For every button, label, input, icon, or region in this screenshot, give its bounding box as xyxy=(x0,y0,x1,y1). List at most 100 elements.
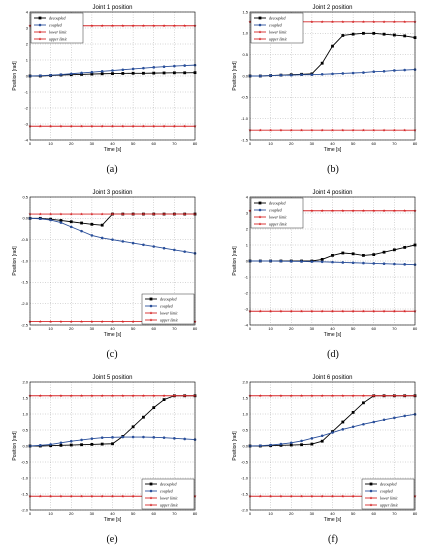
x-axis-label: Time [s] xyxy=(104,147,122,153)
data-point xyxy=(162,24,166,28)
legend-marker xyxy=(258,23,262,27)
legend-marker xyxy=(258,16,262,20)
panel-6: 0 10 20 30 40 50 60 70 80 -2.0 -1.5 -1.0 -0.5 0.0 0.5 1… xyxy=(232,375,418,545)
y-tick-label: -1.0 xyxy=(21,475,29,480)
data-point xyxy=(310,394,314,398)
y-tick-label: 0.0 xyxy=(22,443,28,448)
data-point xyxy=(59,441,63,445)
legend-entry: decoupled xyxy=(254,15,286,20)
data-point xyxy=(269,494,273,498)
data-point xyxy=(100,394,104,398)
legend-marker xyxy=(38,23,42,27)
legend-marker xyxy=(149,496,153,500)
legend-marker xyxy=(149,311,153,315)
data-point xyxy=(269,128,273,132)
data-point xyxy=(162,71,166,75)
data-point xyxy=(300,260,303,263)
data-point xyxy=(279,73,283,77)
data-point xyxy=(403,414,406,418)
plot-frame xyxy=(29,381,196,511)
legend-marker xyxy=(38,30,42,34)
x-tick-label: 40 xyxy=(110,141,115,146)
legend-entry: decoupled xyxy=(254,200,286,205)
legend-label: coupled xyxy=(160,488,174,493)
y-tick-label: 2 xyxy=(246,226,249,231)
data-point xyxy=(392,20,396,24)
legend-label: coupled xyxy=(269,207,283,212)
x-tick-label: 10 xyxy=(268,141,273,146)
x-tick-label: 0 xyxy=(249,511,252,516)
data-point xyxy=(111,72,114,75)
data-point xyxy=(259,444,262,447)
data-point xyxy=(341,20,345,24)
y-axis-label: Position [rad] xyxy=(12,431,18,461)
y-tick-label: 4 xyxy=(246,194,249,199)
x-tick-label: 80 xyxy=(193,326,198,331)
x-tick-label: 60 xyxy=(372,141,377,146)
panel-4: 0 10 20 30 40 50 60 70 80 -4 -3 -2 -1 0 1 2 3 4 Joint 4 po… xyxy=(232,190,418,360)
x-tick-label: 70 xyxy=(392,141,397,146)
data-point xyxy=(341,420,345,424)
data-point xyxy=(351,252,355,256)
data-point xyxy=(80,494,84,498)
data-point xyxy=(59,443,63,447)
x-tick-label: 0 xyxy=(29,326,32,331)
data-point xyxy=(152,406,156,409)
data-point xyxy=(152,436,156,439)
data-point xyxy=(141,394,145,398)
x-tick-label: 0 xyxy=(29,511,32,516)
y-axis-label: Position [rad] xyxy=(232,431,238,461)
plot-frame xyxy=(249,11,416,141)
panel-caption: (c) xyxy=(106,349,117,360)
x-tick-label: 50 xyxy=(351,141,356,146)
data-point xyxy=(330,209,335,213)
data-point xyxy=(172,394,176,398)
data-point xyxy=(80,124,84,128)
chart-title: Joint 3 position xyxy=(92,190,132,196)
data-point xyxy=(320,394,324,398)
y-tick-label: -2.5 xyxy=(21,322,29,327)
data-point xyxy=(100,494,104,498)
data-point xyxy=(80,394,84,398)
data-point xyxy=(341,128,345,132)
data-point xyxy=(69,443,73,447)
legend-entry: decoupled xyxy=(145,481,177,486)
data-point xyxy=(372,20,376,24)
legend-label: lower limit xyxy=(160,310,178,315)
data-point xyxy=(90,72,94,76)
legend-marker xyxy=(258,208,262,212)
data-point xyxy=(351,411,355,414)
data-point xyxy=(392,209,396,213)
data-point xyxy=(403,128,407,132)
data-point xyxy=(393,262,396,266)
legend-marker xyxy=(258,37,262,41)
data-point xyxy=(300,128,304,132)
legend-entry: upper limit xyxy=(254,221,288,226)
data-point xyxy=(310,73,314,77)
data-point xyxy=(341,261,345,264)
legend: decoupled coupled lower limit upper limit xyxy=(141,293,195,325)
data-point xyxy=(49,494,53,498)
data-point xyxy=(69,439,73,443)
x-tick-label: 60 xyxy=(152,511,157,516)
data-point xyxy=(351,32,355,36)
data-point xyxy=(382,309,386,313)
legend-entry: coupled xyxy=(145,488,174,493)
data-point xyxy=(300,439,303,443)
x-tick-label: 50 xyxy=(131,326,136,331)
data-point xyxy=(330,20,335,24)
legend-label: upper limit xyxy=(49,36,68,41)
data-point xyxy=(300,394,304,398)
x-tick-label: 60 xyxy=(372,511,377,516)
panel-2: 0 10 20 30 40 50 60 70 80 -1.5 -1.0 -0.5 0.0 0.5 1.0 1.… xyxy=(232,5,418,175)
data-point xyxy=(289,441,293,445)
data-point xyxy=(382,250,386,254)
data-point xyxy=(90,443,94,446)
data-point xyxy=(131,494,135,498)
data-point xyxy=(100,223,104,227)
data-point xyxy=(269,74,272,77)
x-tick-label: 80 xyxy=(193,511,198,516)
data-point xyxy=(142,243,145,247)
x-tick-label: 10 xyxy=(48,141,53,146)
